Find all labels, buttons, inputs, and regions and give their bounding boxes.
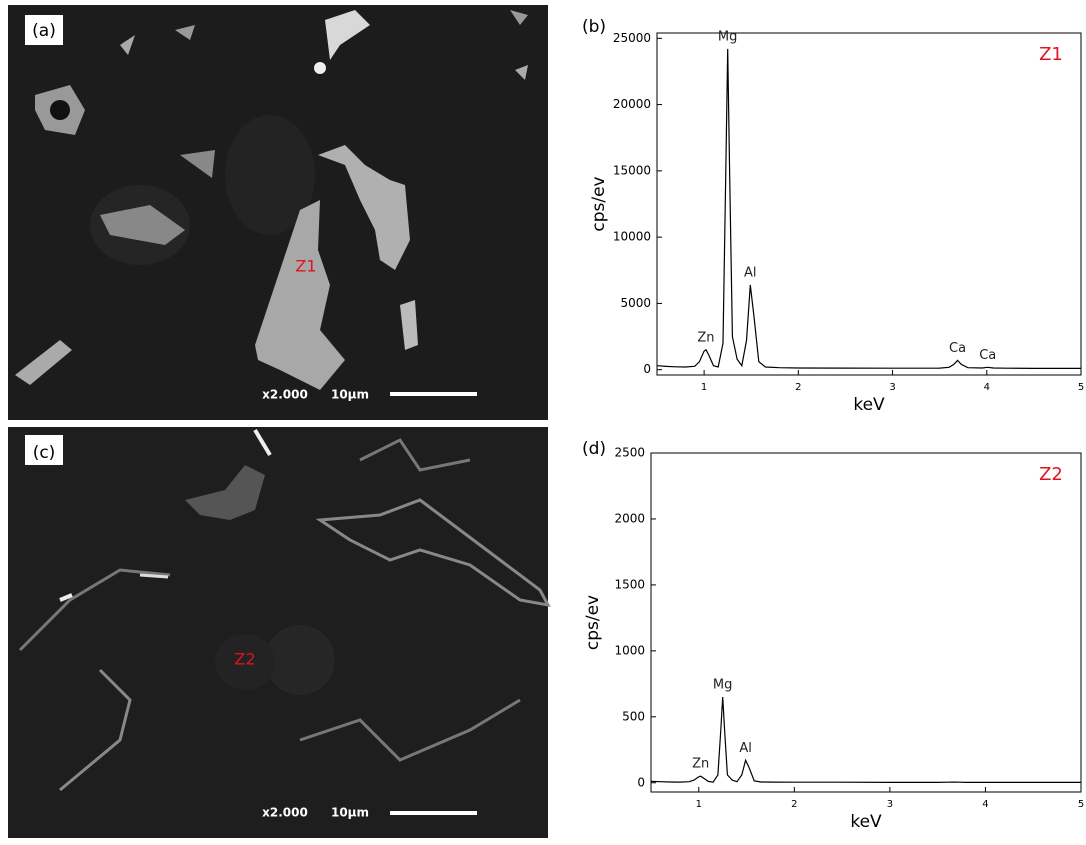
region-tag: Z1 (1039, 44, 1063, 65)
magnification: x2.000 (262, 806, 308, 820)
sem-image (8, 5, 548, 420)
plot-frame (656, 32, 1082, 376)
x-tick-label: 4 (982, 799, 988, 810)
region-marker: Z1 (295, 257, 316, 276)
x-axis-label: keV (853, 395, 885, 415)
x-tick-label: 5 (1078, 799, 1084, 810)
panel-label: (b) (582, 17, 606, 37)
peak-label: Al (739, 741, 752, 756)
peak-label: Zn (697, 330, 714, 345)
y-tick-label: 5000 (620, 296, 651, 310)
x-tick-label: 5 (1078, 382, 1084, 393)
y-tick-label: 0 (637, 775, 645, 789)
y-tick-label: 20000 (613, 97, 651, 111)
panel-label: (a) (32, 21, 56, 41)
x-tick-label: 3 (889, 382, 895, 393)
x-tick-label: 4 (984, 382, 990, 393)
scale-label: 10μm (331, 388, 369, 402)
sem-image (8, 427, 551, 838)
scale-label: 10μm (331, 806, 369, 820)
peak-label: Ca (949, 341, 966, 356)
y-axis-label: cps/ev (583, 595, 603, 650)
y-tick-label: 25000 (613, 31, 651, 45)
magnification: x2.000 (262, 388, 308, 402)
peak-label: Mg (713, 678, 732, 693)
panel-label: (d) (582, 439, 606, 459)
region-marker: Z2 (234, 650, 255, 669)
y-tick-label: 15000 (613, 163, 651, 177)
x-tick-label: 3 (887, 799, 893, 810)
y-tick-label: 10000 (613, 230, 651, 244)
panel-label: (c) (33, 443, 56, 463)
x-tick-label: 2 (795, 382, 801, 393)
y-axis-label: cps/ev (589, 176, 609, 231)
plot-frame (650, 452, 1082, 793)
y-tick-label: 0 (643, 362, 651, 376)
peak-label: Zn (692, 757, 709, 772)
x-tick-label: 2 (791, 799, 797, 810)
spectrum-line (650, 696, 1081, 783)
peak-label: Al (744, 265, 757, 280)
x-axis-label: keV (850, 812, 882, 832)
spectrum-line (656, 48, 1081, 369)
peak-label: Mg (718, 29, 737, 44)
y-tick-label: 2000 (614, 511, 645, 525)
x-tick-label: 1 (696, 799, 702, 810)
y-tick-label: 500 (622, 709, 645, 723)
y-tick-label: 2500 (614, 446, 645, 460)
region-tag: Z2 (1039, 464, 1063, 485)
y-tick-label: 1000 (614, 643, 645, 657)
y-tick-label: 1500 (614, 577, 645, 591)
peak-label: Ca (979, 348, 996, 363)
x-tick-label: 1 (701, 382, 707, 393)
